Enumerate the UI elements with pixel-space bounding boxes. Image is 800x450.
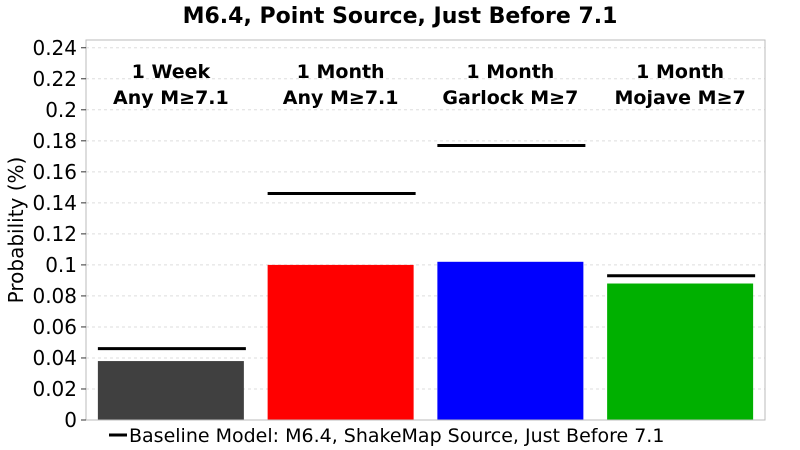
y-tick-label: 0.18 [32, 129, 77, 153]
y-tick-label: 0 [64, 408, 77, 432]
y-ticks: 0 0.02 0.04 0.06 0.08 0.1 0.12 0.14 0.16 0.18 0.2 0… [32, 36, 86, 432]
baseline-layer [97, 143, 756, 351]
category-label-line2: Mojave M≥7 [615, 87, 746, 109]
y-tick-label: 0.22 [32, 67, 77, 91]
plot-frame [85, 39, 766, 421]
category-label-line2: Garlock M≥7 [442, 87, 578, 109]
bars-layer [97, 261, 754, 420]
y-tick-label: 0.08 [32, 284, 77, 308]
category-label-line1: 1 Month [297, 61, 385, 83]
y-tick-label: 0.04 [32, 346, 77, 370]
bar [437, 261, 584, 420]
bar [267, 264, 414, 420]
category-label-line1: 1 Week [132, 61, 211, 83]
y-tick-label: 0.24 [32, 36, 77, 60]
y-tick-label: 0.16 [32, 160, 77, 184]
y-axis-label: Probability (%) [4, 157, 28, 304]
bar [607, 283, 754, 420]
category-label-line1: 1 Month [636, 61, 724, 83]
category-label-line2: Any M≥7.1 [113, 87, 229, 109]
chart-title: M6.4, Point Source, Just Before 7.1 [183, 4, 618, 29]
category-label-line1: 1 Month [466, 61, 554, 83]
y-tick-label: 0.2 [45, 98, 77, 122]
legend-label: Baseline Model: M6.4, ShakeMap Source, J… [129, 425, 664, 447]
category-label-line2: Any M≥7.1 [283, 87, 399, 109]
category-labels: 1 Week Any M≥7.1 1 Month Any M≥7.1 1 Month Ga… [113, 61, 746, 109]
y-tick-label: 0.02 [32, 377, 77, 401]
legend: Baseline Model: M6.4, ShakeMap Source, J… [109, 425, 664, 447]
y-tick-label: 0.06 [32, 315, 77, 339]
y-tick-label: 0.1 [45, 253, 77, 277]
bar [97, 361, 244, 420]
y-tick-label: 0.14 [32, 191, 77, 215]
y-tick-label: 0.12 [32, 222, 77, 246]
